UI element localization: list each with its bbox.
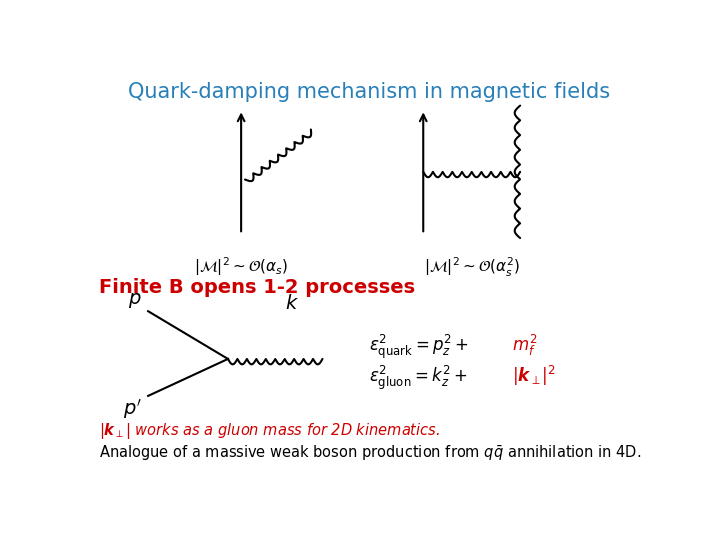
Text: $p'$: $p'$ — [123, 397, 142, 421]
Text: $|\mathcal{M}|^2 \sim \mathcal{O}(\alpha_s^2)$: $|\mathcal{M}|^2 \sim \mathcal{O}(\alpha… — [423, 256, 520, 279]
Text: $\epsilon^2_{\rm gluon} = k_z^2 + $: $\epsilon^2_{\rm gluon} = k_z^2 + $ — [369, 363, 468, 392]
Text: Analogue of a massive weak boson production from $q\bar{q}$ annihilation in 4D.: Analogue of a massive weak boson product… — [99, 444, 642, 463]
Text: $\epsilon^2_{\rm quark} = p_z^2 + $: $\epsilon^2_{\rm quark} = p_z^2 + $ — [369, 333, 469, 361]
Text: $k$: $k$ — [284, 294, 299, 313]
Text: $|\mathcal{M}|^2 \sim \mathcal{O}(\alpha_s)$: $|\mathcal{M}|^2 \sim \mathcal{O}(\alpha… — [194, 256, 288, 279]
Text: Finite B opens 1-2 processes: Finite B opens 1-2 processes — [99, 278, 415, 297]
Text: $p$: $p$ — [128, 291, 142, 309]
Text: $|\boldsymbol{k}_\perp|^2$: $|\boldsymbol{k}_\perp|^2$ — [513, 363, 557, 388]
Text: Quark-damping mechanism in magnetic fields: Quark-damping mechanism in magnetic fiel… — [128, 82, 610, 102]
Text: $m_f^2$: $m_f^2$ — [513, 333, 538, 358]
Text: $|\boldsymbol{k}_\perp|$ works as a gluon mass for 2D kinematics.: $|\boldsymbol{k}_\perp|$ works as a gluo… — [99, 421, 441, 441]
